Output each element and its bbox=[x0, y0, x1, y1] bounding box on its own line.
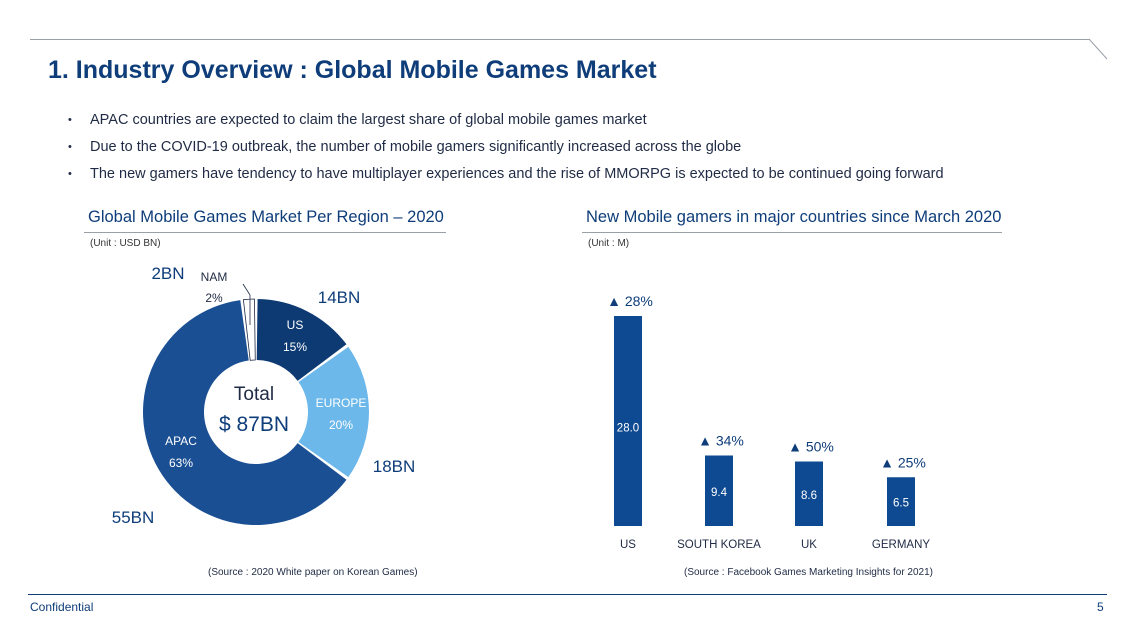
bar-section-title: New Mobile gamers in major countries sin… bbox=[586, 208, 1002, 226]
header-rule bbox=[30, 39, 1090, 40]
bar-value-label: 6.5 bbox=[893, 498, 909, 510]
slice-percent-apac: 63% bbox=[169, 456, 193, 470]
bar-germany bbox=[887, 477, 915, 526]
nam-leader-line bbox=[242, 283, 251, 296]
bar-chart: 28.0 ▲ 28% US 9.4 ▲ 34% SOUTH KOREA 8.6 ▲ 50% UK… bbox=[607, 293, 930, 551]
page-number: 5 bbox=[1097, 600, 1104, 614]
bar-growth-label: ▲ 25% bbox=[880, 454, 926, 470]
donut-slice-nam bbox=[242, 298, 256, 361]
bullet-dot: • bbox=[68, 114, 72, 126]
slice-label-us: US bbox=[287, 318, 304, 332]
bar-section-rule bbox=[582, 232, 1002, 233]
bar-growth-label: ▲ 50% bbox=[788, 439, 834, 455]
bullet-dot: • bbox=[68, 168, 72, 180]
bar-category-label: GERMANY bbox=[872, 539, 930, 551]
donut-chart: Total $ 87BN US 15% 14BN EUROPE 20% 18BN APAC 6… bbox=[112, 264, 416, 527]
bar-value-label: 28.0 bbox=[617, 423, 639, 435]
pie-source-note: (Source : 2020 White paper on Korean Gam… bbox=[208, 567, 418, 578]
donut-center-label: Total bbox=[234, 384, 274, 405]
slice-label-apac: APAC bbox=[165, 434, 197, 448]
bar-growth-label: ▲ 28% bbox=[607, 293, 653, 309]
slice-label-europe: EUROPE bbox=[316, 396, 367, 410]
slice-percent-nam: 2% bbox=[205, 291, 223, 305]
pie-section-title: Global Mobile Games Market Per Region – … bbox=[88, 208, 444, 226]
slice-percent-us: 15% bbox=[283, 340, 307, 354]
bar-south-korea bbox=[705, 455, 733, 526]
pie-section-rule bbox=[84, 232, 446, 233]
page-title: 1. Industry Overview : Global Mobile Gam… bbox=[48, 56, 657, 84]
bar-unit-label: (Unit : M) bbox=[588, 238, 630, 249]
slice-amount-us: 14BN bbox=[318, 288, 361, 307]
slice-percent-europe: 20% bbox=[329, 418, 353, 432]
bar-growth-label: ▲ 34% bbox=[698, 433, 744, 449]
bullet-text: Due to the COVID-19 outbreak, the number… bbox=[90, 139, 742, 155]
header-corner-line bbox=[1088, 38, 1108, 60]
pie-unit-label: (Unit : USD BN) bbox=[90, 238, 161, 249]
bullet-text: The new gamers have tendency to have mul… bbox=[90, 166, 944, 182]
bullet-item: • APAC countries are expected to claim th… bbox=[68, 110, 944, 137]
bar-uk bbox=[795, 461, 823, 526]
donut-slice-europe bbox=[298, 346, 369, 478]
slice-amount-apac: 55BN bbox=[112, 508, 155, 527]
footer-confidential: Confidential bbox=[30, 600, 94, 614]
slice-amount-europe: 18BN bbox=[373, 457, 416, 476]
donut-center-value: $ 87BN bbox=[219, 413, 289, 436]
bullet-list: • APAC countries are expected to claim th… bbox=[68, 110, 944, 191]
bullet-dot: • bbox=[68, 141, 72, 153]
bar-us bbox=[614, 316, 642, 526]
bullet-item: • The new gamers have tendency to have mu… bbox=[68, 164, 944, 191]
bullet-text: APAC countries are expected to claim the… bbox=[90, 112, 647, 128]
donut-slice-apac bbox=[143, 300, 347, 525]
bar-source-note: (Source : Facebook Games Marketing Insig… bbox=[684, 567, 934, 578]
slice-label-nam: NAM bbox=[201, 270, 228, 284]
footer-rule bbox=[28, 594, 1107, 595]
bar-category-label: US bbox=[620, 539, 636, 551]
bar-category-label: SOUTH KOREA bbox=[677, 539, 761, 551]
bar-value-label: 9.4 bbox=[711, 487, 728, 499]
slice-amount-nam: 2BN bbox=[151, 264, 184, 283]
bar-category-label: UK bbox=[801, 539, 817, 551]
donut-slice-us bbox=[256, 299, 347, 381]
bullet-item: • Due to the COVID-19 outbreak, the numbe… bbox=[68, 137, 944, 164]
bar-value-label: 8.6 bbox=[801, 490, 817, 502]
